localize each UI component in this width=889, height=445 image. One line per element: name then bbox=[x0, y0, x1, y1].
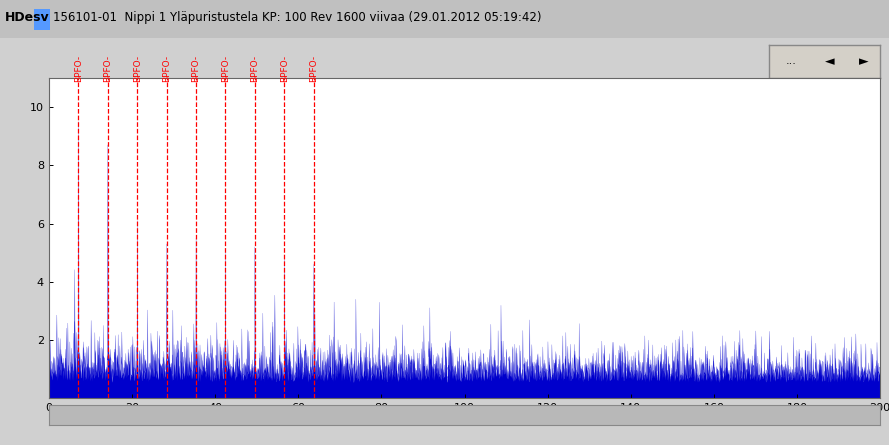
Text: BPFO-: BPFO- bbox=[74, 55, 83, 82]
Text: BPFO-: BPFO- bbox=[251, 55, 260, 82]
X-axis label: Kerrannaiset: Kerrannaiset bbox=[429, 415, 500, 425]
Text: BPFO-: BPFO- bbox=[162, 55, 171, 82]
Text: ►: ► bbox=[859, 55, 869, 68]
Text: BPFO-: BPFO- bbox=[103, 55, 112, 82]
Text: BPFO-: BPFO- bbox=[191, 55, 201, 82]
Text: BPFO-: BPFO- bbox=[280, 55, 289, 82]
Text: 156101-01  Nippi 1 Yläpuristustela KP: 100 Rev 1600 viivaa (29.01.2012 05:19:42): 156101-01 Nippi 1 Yläpuristustela KP: 10… bbox=[53, 11, 541, 24]
Text: ...: ... bbox=[786, 56, 797, 66]
Text: BPFO-: BPFO- bbox=[221, 55, 230, 82]
Text: ◄: ◄ bbox=[825, 55, 835, 68]
Text: BPFO-: BPFO- bbox=[132, 55, 141, 82]
Text: BPFO-: BPFO- bbox=[309, 55, 318, 82]
Text: HDesv: HDesv bbox=[4, 11, 49, 24]
Bar bbox=[34, 9, 50, 30]
